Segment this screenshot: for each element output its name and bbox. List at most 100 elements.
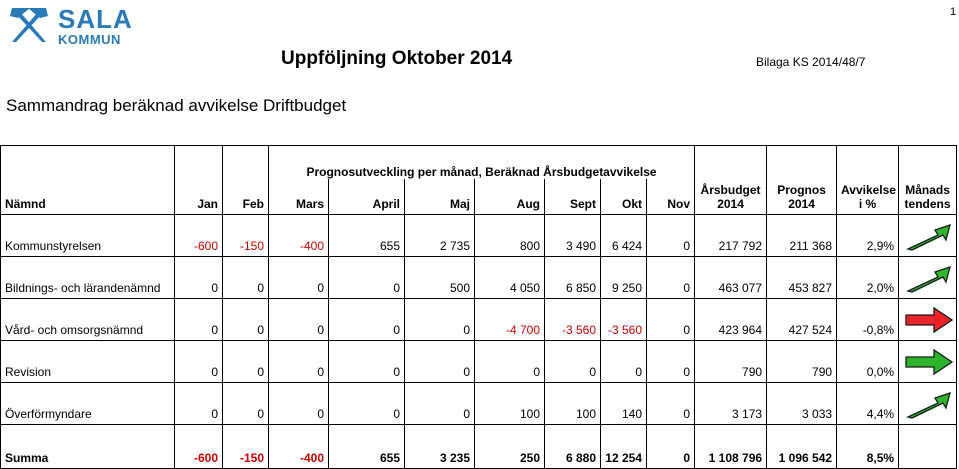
cell-sept: 6 880 [544,424,601,469]
cell-nov: 0 [645,424,696,469]
cell-arsbudget: 463 077 [694,256,768,299]
cell-feb: 0 [222,382,269,425]
cell-okt: 12 254 [600,424,647,469]
cell-maj: 0 [404,298,475,341]
cell-jan: 0 [174,340,223,383]
arrow-up-right-icon [905,265,951,293]
cell-avvikelse: -0,8% [836,298,900,341]
budget-table: Prognosutveckling per månad, Beräknad År… [0,145,958,469]
cell-april: 655 [328,424,405,469]
cell-namnd: Vård- och omsorgsnämnd [0,298,175,341]
header-cell-empty [0,145,175,179]
col-header-sept: Sept [544,179,601,215]
cell-jan: -600 [174,424,223,469]
sala-kommun-logo: SALA KOMMUN [6,4,136,46]
cell-namnd: Revision [0,340,175,383]
cell-avvikelse: 0,0% [836,340,900,383]
table-row: Kommunstyrelsen -600 -150 -400 655 2 735 800 3 … [0,214,958,257]
cell-prognos: 1 096 542 [766,424,838,469]
table-row: Bildnings- och lärandenämnd 0 0 0 0 500 4 050 6… [0,256,958,299]
cell-feb: 0 [222,298,269,341]
table-row: Revision 0 0 0 0 0 0 0 0 0 790 790 0,0% [0,340,958,383]
cell-mars: -400 [268,214,329,257]
table-row: Vård- och omsorgsnämnd 0 0 0 0 0 -4 700 -3 560-… [0,298,958,341]
cell-arsbudget: 423 964 [694,298,768,341]
cell-feb: 0 [222,340,269,383]
cell-maj: 2 735 [404,214,475,257]
col-header-mars: Mars [268,179,329,215]
cell-jan: 0 [174,298,223,341]
cell-okt: 140 [600,382,647,425]
cell-mars: -400 [268,424,329,469]
cell-tendens [898,256,958,299]
cell-sept: 3 490 [544,214,601,257]
cell-sept: -3 560 [544,298,601,341]
cell-maj: 0 [404,340,475,383]
cell-tendens [898,214,958,257]
cell-maj: 500 [404,256,475,299]
cell-namnd: Överförmyndare [0,382,175,425]
cell-maj: 3 235 [404,424,475,469]
cell-okt: -3 560 [600,298,647,341]
cell-tendens-empty [898,424,958,469]
cell-aug: 800 [474,214,545,257]
table-row: Överförmyndare 0 0 0 0 0 100 100 140 0 3 173 3 033 4… [0,382,958,425]
cell-mars: 0 [268,382,329,425]
page-number: 1 [950,6,957,18]
header-row-columns: Nämnd Jan Feb Mars April Maj Aug Sept Ok… [0,179,958,215]
col-header-aug: Aug [474,179,545,215]
logo-text-kommun: KOMMUN [58,32,121,47]
col-header-feb: Feb [222,179,269,215]
cell-nov: 0 [645,382,696,425]
cell-arsbudget: 217 792 [694,214,768,257]
cell-jan: 0 [174,382,223,425]
cell-sept: 100 [544,382,601,425]
col-header-nov: Nov [645,179,696,215]
cell-prognos: 3 033 [766,382,838,425]
cell-tendens [898,382,958,425]
arrow-right-icon [904,348,953,375]
cell-sept: 0 [544,340,601,383]
logo-text-sala: SALA [58,4,133,34]
arrow-up-right-icon [905,223,951,251]
cell-maj: 0 [404,382,475,425]
cell-arsbudget: 3 173 [694,382,768,425]
page-subtitle: Sammandrag beräknad avvikelse Driftbudge… [6,96,347,115]
cell-tendens [898,340,958,383]
cell-april: 655 [328,214,405,257]
cell-aug: 100 [474,382,545,425]
cell-prognos: 453 827 [766,256,838,299]
cell-prognos: 790 [766,340,838,383]
cell-arsbudget: 790 [694,340,768,383]
cell-april: 0 [328,256,405,299]
cell-mars: 0 [268,340,329,383]
cell-sept: 6 850 [544,256,601,299]
cell-jan: 0 [174,256,223,299]
cell-nov: 0 [645,298,696,341]
cell-avvikelse: 2,9% [836,214,900,257]
cell-avvikelse: 4,4% [836,382,900,425]
cell-tendens [898,298,958,341]
cell-mars: 0 [268,256,329,299]
cell-april: 0 [328,298,405,341]
cell-aug: 250 [474,424,545,469]
cell-april: 0 [328,382,405,425]
cell-avvikelse: 2,0% [836,256,900,299]
cell-feb: 0 [222,256,269,299]
cell-nov: 0 [645,214,696,257]
table-body: Kommunstyrelsen -600 -150 -400 655 2 735 800 3 … [0,214,958,469]
cell-arsbudget: 1 108 796 [694,424,768,469]
col-header-namnd: Nämnd [0,179,175,215]
cell-prognos: 211 368 [766,214,838,257]
col-header-okt: Okt [600,179,647,215]
cell-aug: -4 700 [474,298,545,341]
col-header-maj: Maj [404,179,475,215]
cell-jan: -600 [174,214,223,257]
group-header: Prognosutveckling per månad, Beräknad År… [268,145,696,179]
cell-okt: 6 424 [600,214,647,257]
cell-april: 0 [328,340,405,383]
cell-feb: -150 [222,424,269,469]
header-row-top: Prognosutveckling per månad, Beräknad År… [0,145,958,179]
document-reference: Bilaga KS 2014/48/7 [756,55,866,69]
col-header-avvikelse: Avvikelse i % [836,179,900,215]
